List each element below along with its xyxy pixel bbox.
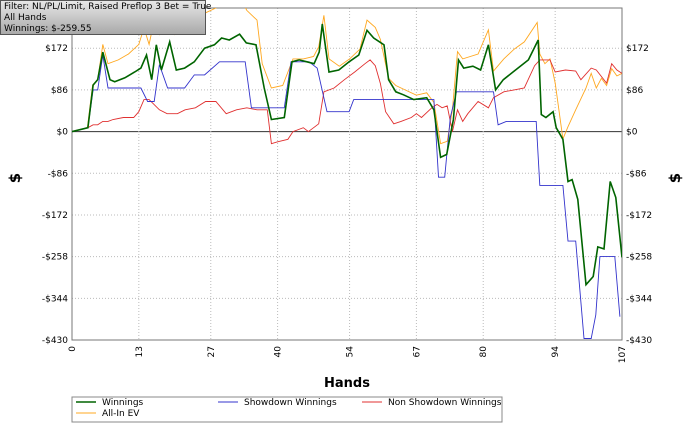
legend-label: Showdown Winnings xyxy=(244,398,337,408)
y-tick-label: -$258 xyxy=(42,253,68,263)
x-tick-label: 67 xyxy=(412,346,422,357)
y2-tick-label: $86 xyxy=(626,86,643,96)
y-tick-label: -$344 xyxy=(42,294,68,304)
info-box xyxy=(0,0,206,35)
legend-label: Non Showdown Winnings xyxy=(388,398,502,408)
x-tick-label: 94 xyxy=(551,346,561,358)
x-tick-label: 54 xyxy=(346,346,356,358)
x-tick-label: 27 xyxy=(207,346,217,357)
y2-tick-label: $0 xyxy=(626,128,638,138)
series-line xyxy=(72,59,622,145)
plot-frame xyxy=(71,7,623,341)
y2-tick-label: -$86 xyxy=(626,169,647,179)
y-tick-label: -$430 xyxy=(42,336,68,346)
x-tick-label: 40 xyxy=(274,346,284,358)
y-tick-label: $172 xyxy=(45,44,68,54)
y-tick-label: -$86 xyxy=(48,169,69,179)
y-tick-label: -$172 xyxy=(42,211,68,221)
y2-axis-label: $ xyxy=(666,173,684,183)
y-axis-label: $ xyxy=(6,173,24,183)
y-tick-label: $86 xyxy=(51,86,68,96)
x-tick-label: 80 xyxy=(479,346,489,358)
legend-label: All-In EV xyxy=(102,409,140,419)
y2-tick-label: -$344 xyxy=(626,294,652,304)
series-line xyxy=(72,23,622,287)
info-text: All Hands xyxy=(4,13,47,23)
y2-tick-label: -$258 xyxy=(626,253,652,263)
x-tick-label: 0 xyxy=(68,346,78,352)
legend-box xyxy=(71,396,503,423)
y2-tick-label: -$430 xyxy=(626,336,652,346)
series-line xyxy=(72,54,621,339)
info-text: Winnings: $-259.55 xyxy=(4,24,92,34)
x-tick-label: 107 xyxy=(618,346,628,363)
info-text: Filter: NL/PL/Limit, Raised Preflop 3 Be… xyxy=(4,2,212,12)
y-tick-label: $0 xyxy=(57,128,69,138)
legend-label: Winnings xyxy=(102,398,144,408)
x-axis-label: Hands xyxy=(324,376,370,391)
y2-tick-label: -$172 xyxy=(626,211,652,221)
y2-tick-label: $172 xyxy=(626,44,649,54)
x-tick-label: 13 xyxy=(135,346,145,357)
legend: Winnings Showdown Winnings Non Showdown Wi… xyxy=(76,398,502,419)
